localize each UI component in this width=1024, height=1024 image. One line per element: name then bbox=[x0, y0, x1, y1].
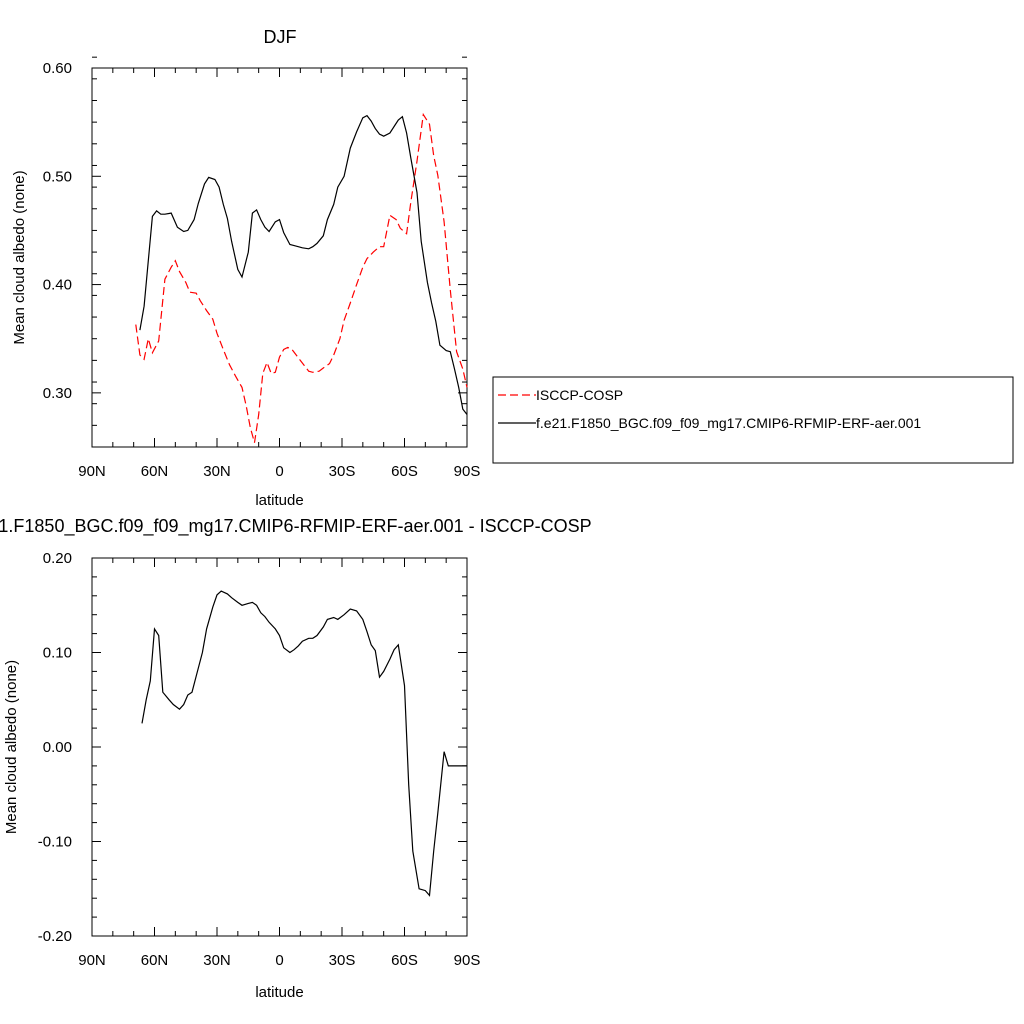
x-tick-label: 30N bbox=[203, 463, 231, 480]
x-tick-label: 30S bbox=[329, 952, 356, 969]
chart-panel-2: f.e21.F1850_BGC.f09_f09_mg17.CMIP6-RFMIP… bbox=[0, 516, 592, 1001]
x-tick-label: 90S bbox=[454, 952, 481, 969]
series-line-1 bbox=[135, 112, 468, 443]
legend-box bbox=[492, 376, 1014, 464]
legend-label-2: f.e21.F1850_BGC.f09_f09_mg17.CMIP6-RFMIP… bbox=[536, 415, 921, 431]
x-axis-label: latitude bbox=[255, 984, 303, 1001]
x-tick-label: 60N bbox=[141, 952, 169, 969]
series-line-2 bbox=[139, 114, 468, 415]
y-tick-label: 0.50 bbox=[43, 168, 72, 185]
y-axis-label: Mean cloud albedo (none) bbox=[3, 660, 20, 834]
chart-panel-1: DJF 90N 60N 30N 0 30S 60S 90S 0.30 0.40 0.50 0.60 la… bbox=[11, 27, 1014, 509]
y-tick-label: 0.10 bbox=[43, 645, 72, 662]
x-tick-label: 30N bbox=[203, 952, 231, 969]
y-tick-label: 0.00 bbox=[43, 739, 72, 756]
x-tick-label: 0 bbox=[275, 952, 283, 969]
chart-title: f.e21.F1850_BGC.f09_f09_mg17.CMIP6-RFMIP… bbox=[0, 516, 592, 537]
chart-title: DJF bbox=[264, 27, 297, 47]
plot-frame bbox=[91, 557, 468, 937]
x-tick-label: 90N bbox=[78, 463, 106, 480]
legend: ISCCP-COSP f.e21.F1850_BGC.f09_f09_mg17.C… bbox=[492, 376, 1014, 464]
y-tick-label: 0.30 bbox=[43, 385, 72, 402]
x-tick-label: 60N bbox=[141, 463, 169, 480]
x-tick-label: 90N bbox=[78, 952, 106, 969]
y-tick-label: 0.20 bbox=[43, 550, 72, 567]
y-tick-label: 0.60 bbox=[43, 60, 72, 77]
x-axis-label: latitude bbox=[255, 492, 303, 509]
x-tick-label: 60S bbox=[391, 952, 418, 969]
x-tick-label: 60S bbox=[391, 463, 418, 480]
series-line-1 bbox=[141, 590, 467, 897]
x-tick-label: 0 bbox=[275, 463, 283, 480]
legend-label-1: ISCCP-COSP bbox=[536, 387, 623, 403]
y-tick-label: -0.20 bbox=[38, 928, 72, 945]
y-tick-label: -0.10 bbox=[38, 834, 72, 851]
y-tick-label: 0.40 bbox=[43, 277, 72, 294]
y-axis-label: Mean cloud albedo (none) bbox=[11, 170, 28, 344]
x-tick-label: 30S bbox=[329, 463, 356, 480]
x-tick-label: 90S bbox=[454, 463, 481, 480]
